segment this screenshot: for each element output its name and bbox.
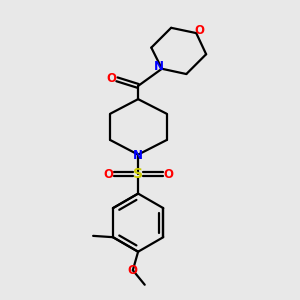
Text: O: O [194, 24, 205, 37]
Text: N: N [133, 149, 143, 162]
Text: O: O [164, 168, 173, 181]
Text: S: S [133, 167, 143, 182]
Text: O: O [127, 264, 137, 277]
Text: N: N [154, 60, 164, 73]
Text: O: O [103, 168, 113, 181]
Text: O: O [107, 72, 117, 85]
